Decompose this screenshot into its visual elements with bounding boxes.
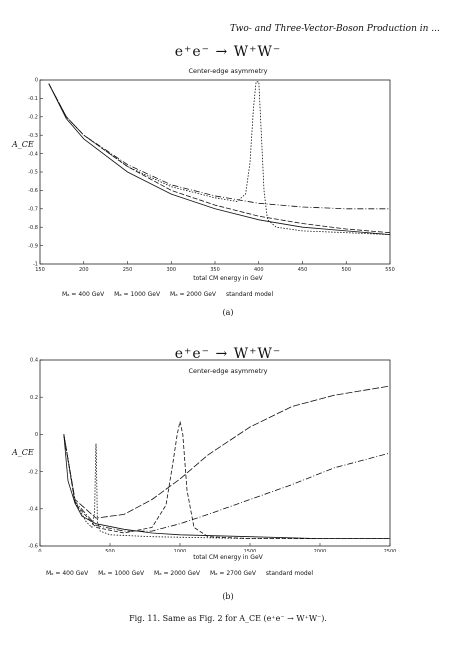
x-tick-label: 150 (35, 267, 45, 273)
series-line (63, 434, 390, 540)
legend-item: Mₐ = 400 GeV (46, 570, 89, 577)
legend-item: Mₐ = 2700 GeV (209, 570, 256, 577)
chart-b: 0 500 1000 1500 2000 2500 0.4 0.2 0 -0.2 -0.4 -0.6 (28, 358, 397, 552)
y-tick-label: -0.2 (28, 115, 38, 121)
legend-item: Mₐ = 400 GeV (62, 291, 105, 298)
xlabel-b: total CM energy in GeV (193, 554, 263, 561)
ylabel-a: A_CE (12, 140, 34, 149)
panel-label-a: (a) (222, 308, 234, 317)
figure-caption: Fig. 11. Same as Fig. 2 for A_CE (e⁺e⁻ →… (129, 614, 327, 623)
chart-title-b: e⁺e⁻ → W⁺W⁻ (174, 346, 282, 362)
legend-item: Mₐ = 2000 GeV (154, 570, 201, 577)
x-tick-label: 2000 (314, 549, 327, 552)
y-tick-label: -0.5 (28, 170, 38, 176)
x-tick-label: 400 (254, 267, 264, 273)
y-tick-label: -0.7 (28, 207, 38, 213)
x-tick-label: 200 (79, 267, 89, 273)
legend-item: standard model (265, 570, 314, 577)
reaction-title-b: e⁺e⁻ → W⁺W⁻ (0, 346, 456, 362)
ylabel-b: A_CE (12, 448, 34, 457)
y-tick-label: -0.4 (28, 151, 38, 157)
y-tick-label: -0.6 (28, 544, 38, 550)
series-line (48, 83, 391, 235)
legend-item: standard model (225, 291, 274, 298)
x-tick-label: 450 (298, 267, 308, 273)
x-tick-label: 500 (105, 549, 115, 552)
series-line (63, 385, 391, 519)
y-tick-label: -0.1 (28, 96, 38, 102)
x-tick-label: 1000 (174, 549, 187, 552)
y-tick-label: -0.8 (28, 225, 38, 231)
y-tick-label: -1 (33, 262, 38, 268)
xlabel-a: total CM energy in GeV (193, 275, 263, 282)
y-tick-label: -0.9 (28, 243, 38, 249)
series-line (63, 434, 390, 540)
y-tick-label: 0 (35, 78, 38, 84)
x-tick-label: 350 (210, 267, 220, 273)
x-tick-label: 500 (341, 267, 351, 273)
y-tick-label: -0.4 (28, 507, 38, 513)
legend-a: Mₐ = 400 GeV Mₐ = 1000 GeV Mₐ = 2000 GeV… (62, 291, 281, 298)
x-tick-label: 550 (385, 267, 395, 273)
series-line (63, 421, 390, 540)
y-tick-label: 0.2 (30, 395, 38, 401)
series-line (48, 81, 391, 235)
y-tick-label: 0 (35, 432, 38, 438)
plot-frame (39, 359, 391, 547)
subtitle-b: Center-edge asymmetry (188, 367, 268, 375)
chart-a: 150 200 250 300 350 400 450 500 550 0 -0.1 -0.2 -0.3… (28, 78, 395, 273)
y-tick-label: 0.4 (30, 358, 38, 364)
legend-item: Mₐ = 2000 GeV (170, 291, 217, 298)
reaction-title-a: e⁺e⁻ → W⁺W⁻ (0, 44, 456, 60)
series-line (48, 83, 391, 234)
panel-label-b: (b) (222, 592, 234, 601)
plot-frame (39, 79, 391, 265)
y-tick-label: -0.2 (28, 469, 38, 475)
legend-item: Mₐ = 1000 GeV (114, 291, 161, 298)
legend-b: Mₐ = 400 GeV Mₐ = 1000 GeV Mₐ = 2000 GeV… (46, 570, 321, 577)
running-header: Two- and Three-Vector-Boson Production i… (230, 24, 440, 34)
x-tick-label: 1500 (244, 549, 257, 552)
chart-title-a: e⁺e⁻ → W⁺W⁻ (174, 44, 282, 60)
series-line (48, 83, 390, 210)
subtitle-a: Center-edge asymmetry (188, 67, 268, 75)
legend-item: Mₐ = 1000 GeV (98, 570, 145, 577)
series-line (63, 434, 391, 532)
y-tick-label: -0.3 (28, 133, 38, 139)
x-tick-label: 300 (166, 267, 176, 273)
x-tick-label: 2500 (384, 549, 397, 552)
x-tick-label: 250 (123, 267, 133, 273)
y-tick-label: -0.6 (28, 188, 38, 194)
x-tick-label: 0 (38, 549, 41, 552)
